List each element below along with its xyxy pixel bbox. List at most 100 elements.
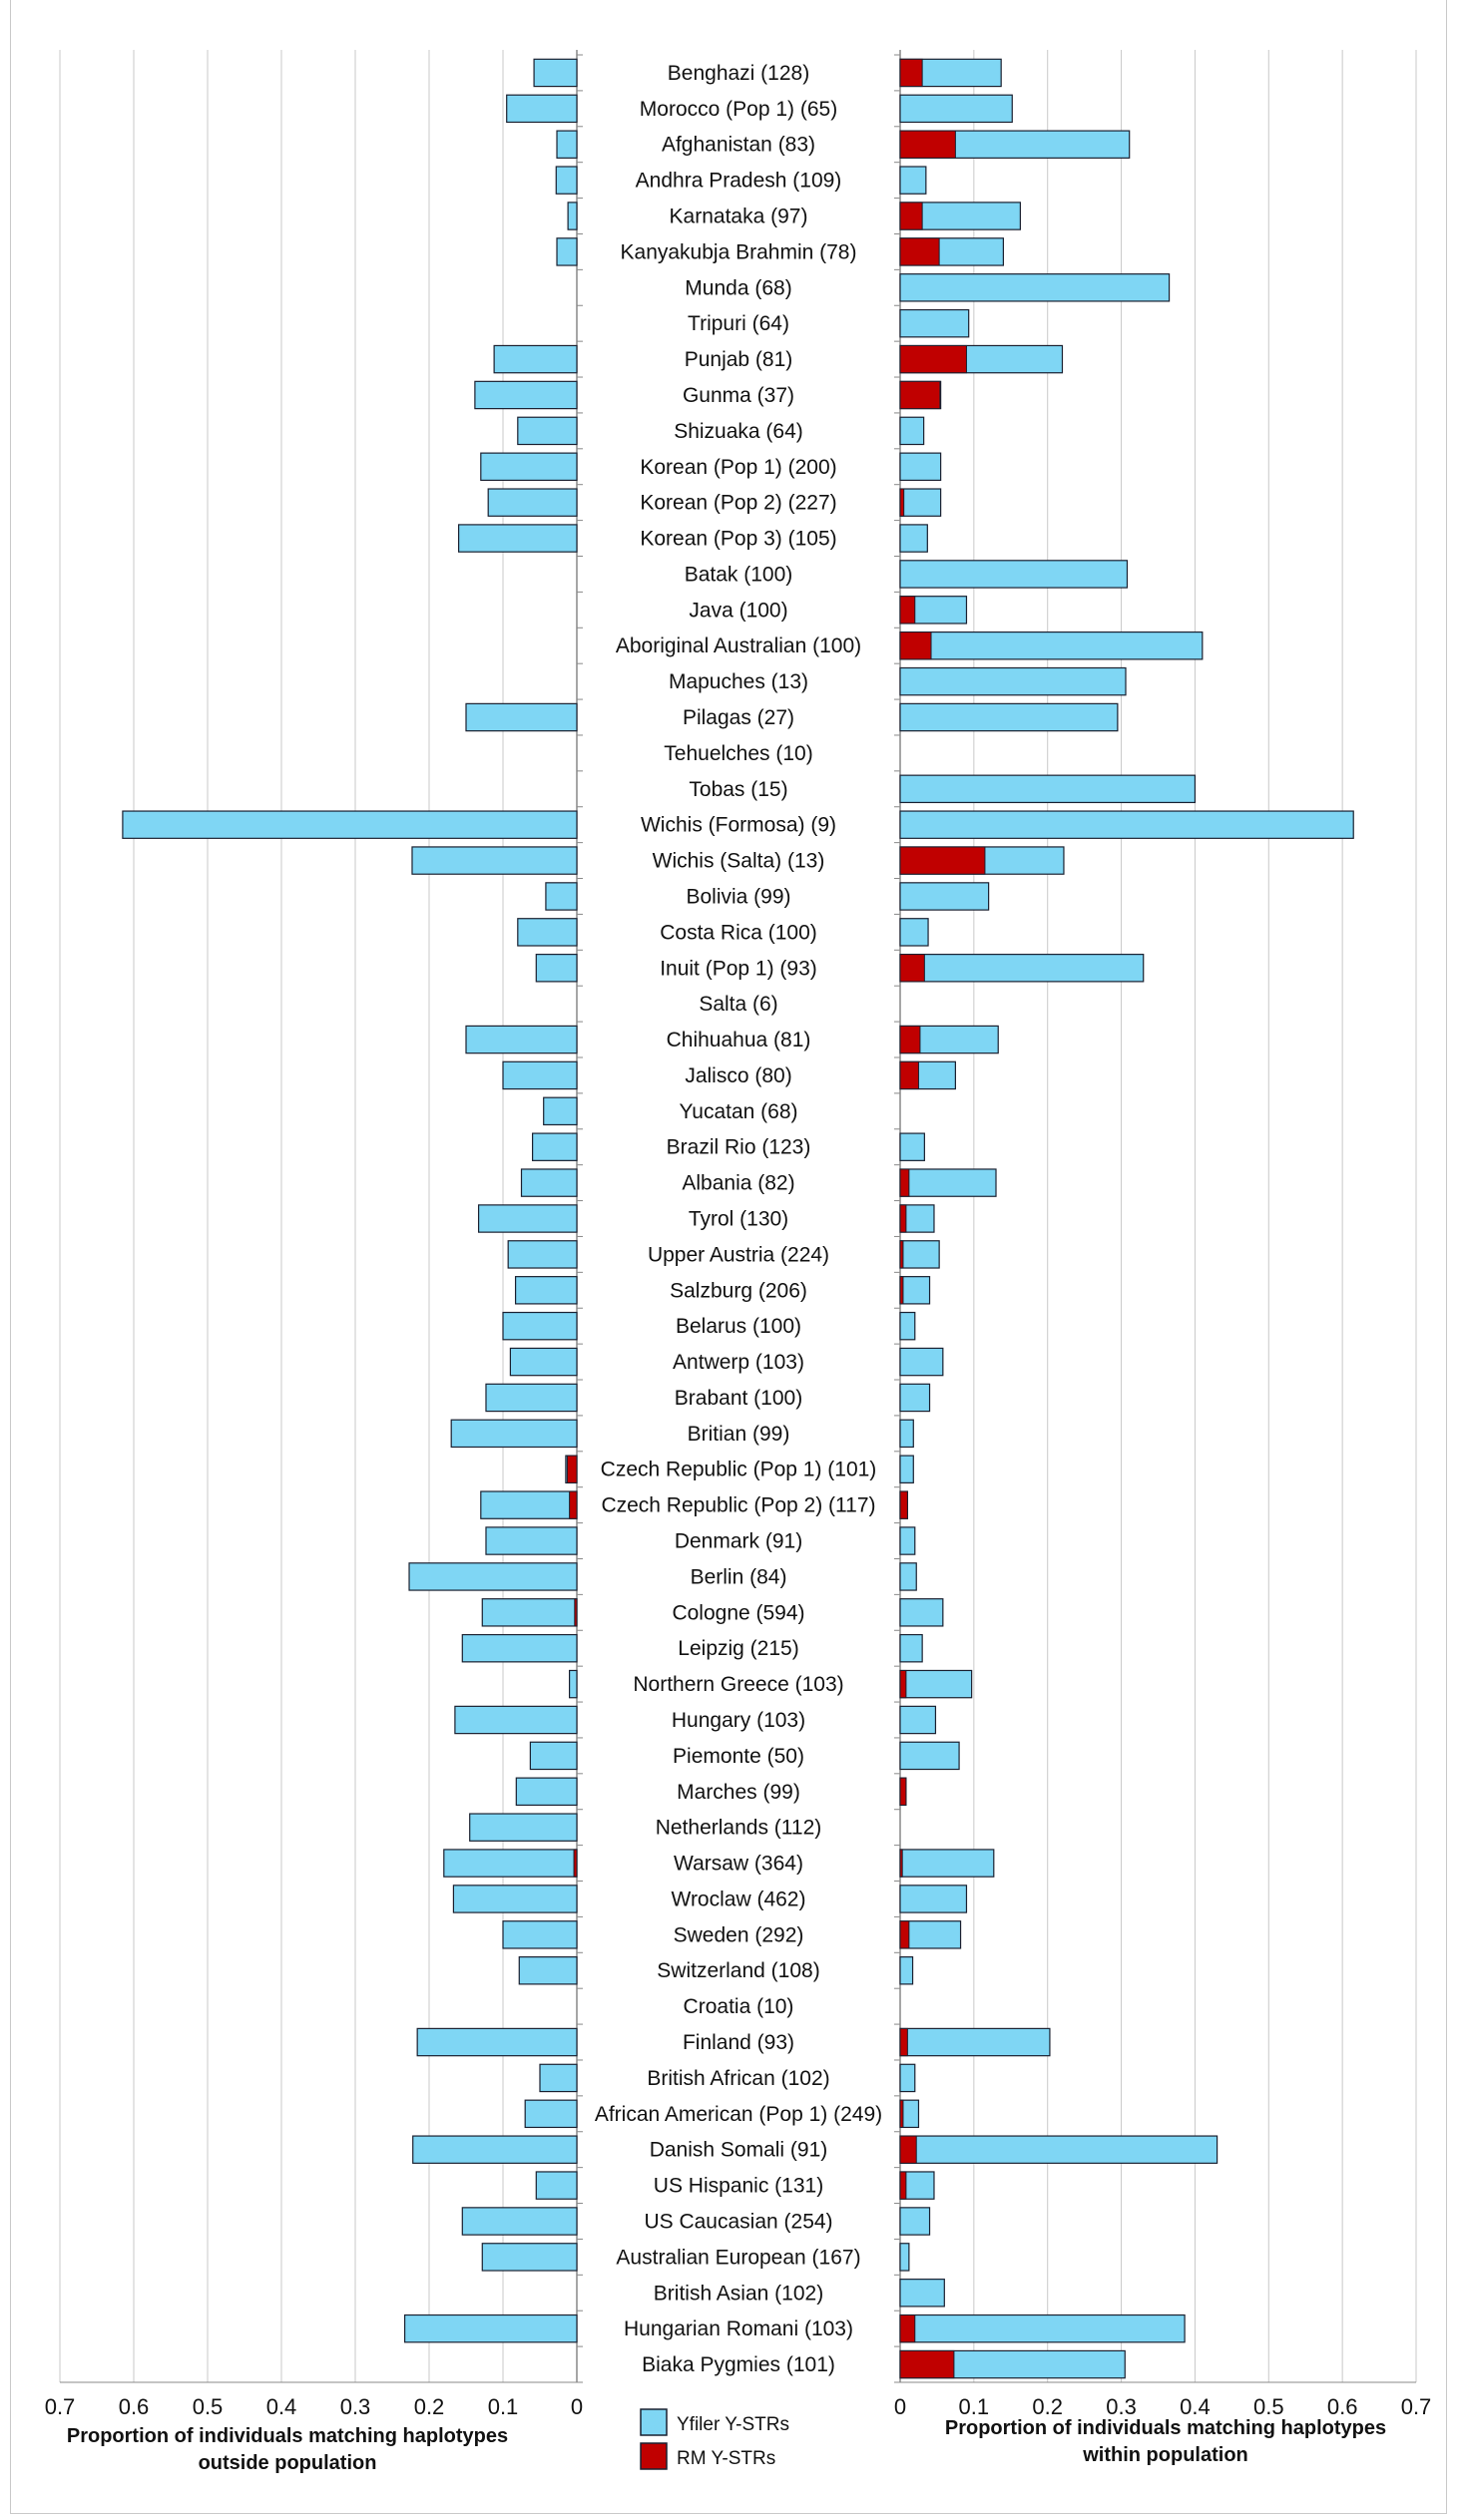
bar-right-rm [899,1669,907,1699]
bar-right-yfiler [899,810,1354,839]
population-label: Piemonte (50) [673,1745,804,1768]
population-label: Inuit (Pop 1) (93) [660,957,817,980]
bar-right-rm [899,1920,910,1949]
legend-swatch-yfiler [640,2408,668,2436]
population-label: British African (102) [647,2067,829,2090]
bar-left-yfiler [485,1526,578,1555]
bar-right-rm [899,1849,903,1878]
population-label: Croatia (10) [684,1995,794,2018]
population-label: Antwerp (103) [673,1351,804,1374]
bar-left-yfiler [454,1705,578,1735]
population-label: Netherlands (112) [656,1817,822,1840]
legend-swatch-rm [640,2442,668,2470]
population-label: Australian European (167) [616,2246,860,2269]
bar-right-yfiler [899,2027,1051,2057]
bar-left-yfiler [517,416,578,446]
x-tick-label: 0.3 [1106,2394,1137,2419]
bar-right-rm [899,1168,910,1197]
x-tick-label: 0.2 [1032,2394,1063,2419]
bar-left-yfiler [450,1419,578,1449]
legend: Yfiler Y-STRs RM Y-STRs [640,2408,789,2470]
bar-left-yfiler [514,1276,578,1305]
bar-right-rm [899,2171,907,2200]
bar-right-yfiler [899,2207,931,2236]
population-label: Costa Rica (100) [660,921,817,944]
bar-right-yfiler [899,1955,914,1985]
population-label: Britian (99) [688,1423,790,1446]
bar-right-yfiler [899,1633,923,1663]
population-label: Czech Republic (Pop 2) (117) [601,1494,875,1517]
bar-right-yfiler [899,1455,914,1483]
bar-right-yfiler [899,774,1197,804]
bar-right-yfiler [899,1419,914,1449]
bar-left-rm [573,1849,578,1878]
bar-right-yfiler [899,2063,916,2093]
bar-left-rm [574,1598,578,1627]
population-label: Danish Somali (91) [650,2139,828,2162]
bar-right-yfiler [899,560,1129,589]
population-label: Hungarian Romani (103) [624,2317,853,2340]
bar-right-rm [899,631,932,660]
population-label: Pilagas (27) [683,706,794,729]
x-tick-label: 0.1 [488,2394,519,2419]
bar-right-yfiler [899,308,970,338]
bar-right-yfiler [899,1598,944,1627]
population-label: Czech Republic (Pop 1) (101) [601,1459,877,1481]
bar-right-yfiler [899,1311,916,1341]
bar-left-yfiler [518,1955,578,1985]
population-label: Upper Austria (224) [648,1243,829,1266]
population-label: Denmark (91) [675,1530,802,1553]
bar-right-yfiler [899,524,928,553]
bar-right-yfiler [899,1168,997,1197]
bar-left-yfiler [461,1633,578,1663]
bar-left-yfiler [509,1347,578,1377]
population-label: Aboriginal Australian (100) [616,634,861,657]
population-label: Switzerland (108) [657,1959,819,1982]
bar-left-yfiler [556,130,578,159]
bar-right-rm [899,2099,904,2128]
bar-right-rm [899,1777,907,1806]
population-label: Wichis (Salta) (13) [653,850,825,873]
population-label: Mapuches (13) [669,670,808,693]
bar-right-yfiler [899,166,927,195]
x-tick-label: 0 [894,2394,906,2419]
bars [122,58,1354,2379]
population-label: Salzburg (206) [670,1279,807,1302]
bar-right-rm [899,1204,907,1233]
bar-left-yfiler [412,2135,578,2164]
bar-right-rm [899,2314,916,2343]
left-axis-title-line2: outside population [199,2452,377,2474]
x-tick-label: 0.6 [119,2394,150,2419]
bar-right-yfiler [899,666,1127,696]
population-label: Marches (99) [677,1781,800,1804]
bar-right-yfiler [899,488,942,517]
population-label: Berlin (84) [691,1565,787,1588]
bar-right-rm [899,488,905,517]
population-label: Wichis (Formosa) (9) [641,814,836,837]
bar-right-yfiler [899,1669,973,1699]
bar-right-rm [899,2135,917,2164]
population-label: Brabant (100) [675,1387,802,1410]
population-label: Batak (100) [685,563,793,586]
bar-left-yfiler [545,882,578,911]
x-tick-label: 0.7 [1401,2394,1432,2419]
population-label: Biaka Pygmies (101) [642,2353,835,2376]
population-label: Albania (82) [682,1172,794,1195]
bar-left-yfiler [452,1885,578,1913]
bar-left-yfiler [507,1240,578,1269]
bar-left-yfiler [461,2207,578,2236]
bar-right-yfiler [899,954,1145,983]
population-label: Tyrol (130) [689,1208,788,1231]
bar-right-rm [899,596,916,625]
bar-left-yfiler [465,702,578,732]
population-label: Northern Greece (103) [633,1673,843,1696]
bar-right-yfiler [899,1347,944,1377]
bar-right-yfiler [899,630,1204,660]
bar-right-rm [899,130,956,159]
bar-right-rm [899,1240,904,1269]
bar-left-yfiler [502,1311,578,1341]
population-label: Chihuahua (81) [667,1029,811,1051]
population-label: Sweden (292) [674,1923,804,1946]
bar-left-yfiler [520,1168,578,1197]
